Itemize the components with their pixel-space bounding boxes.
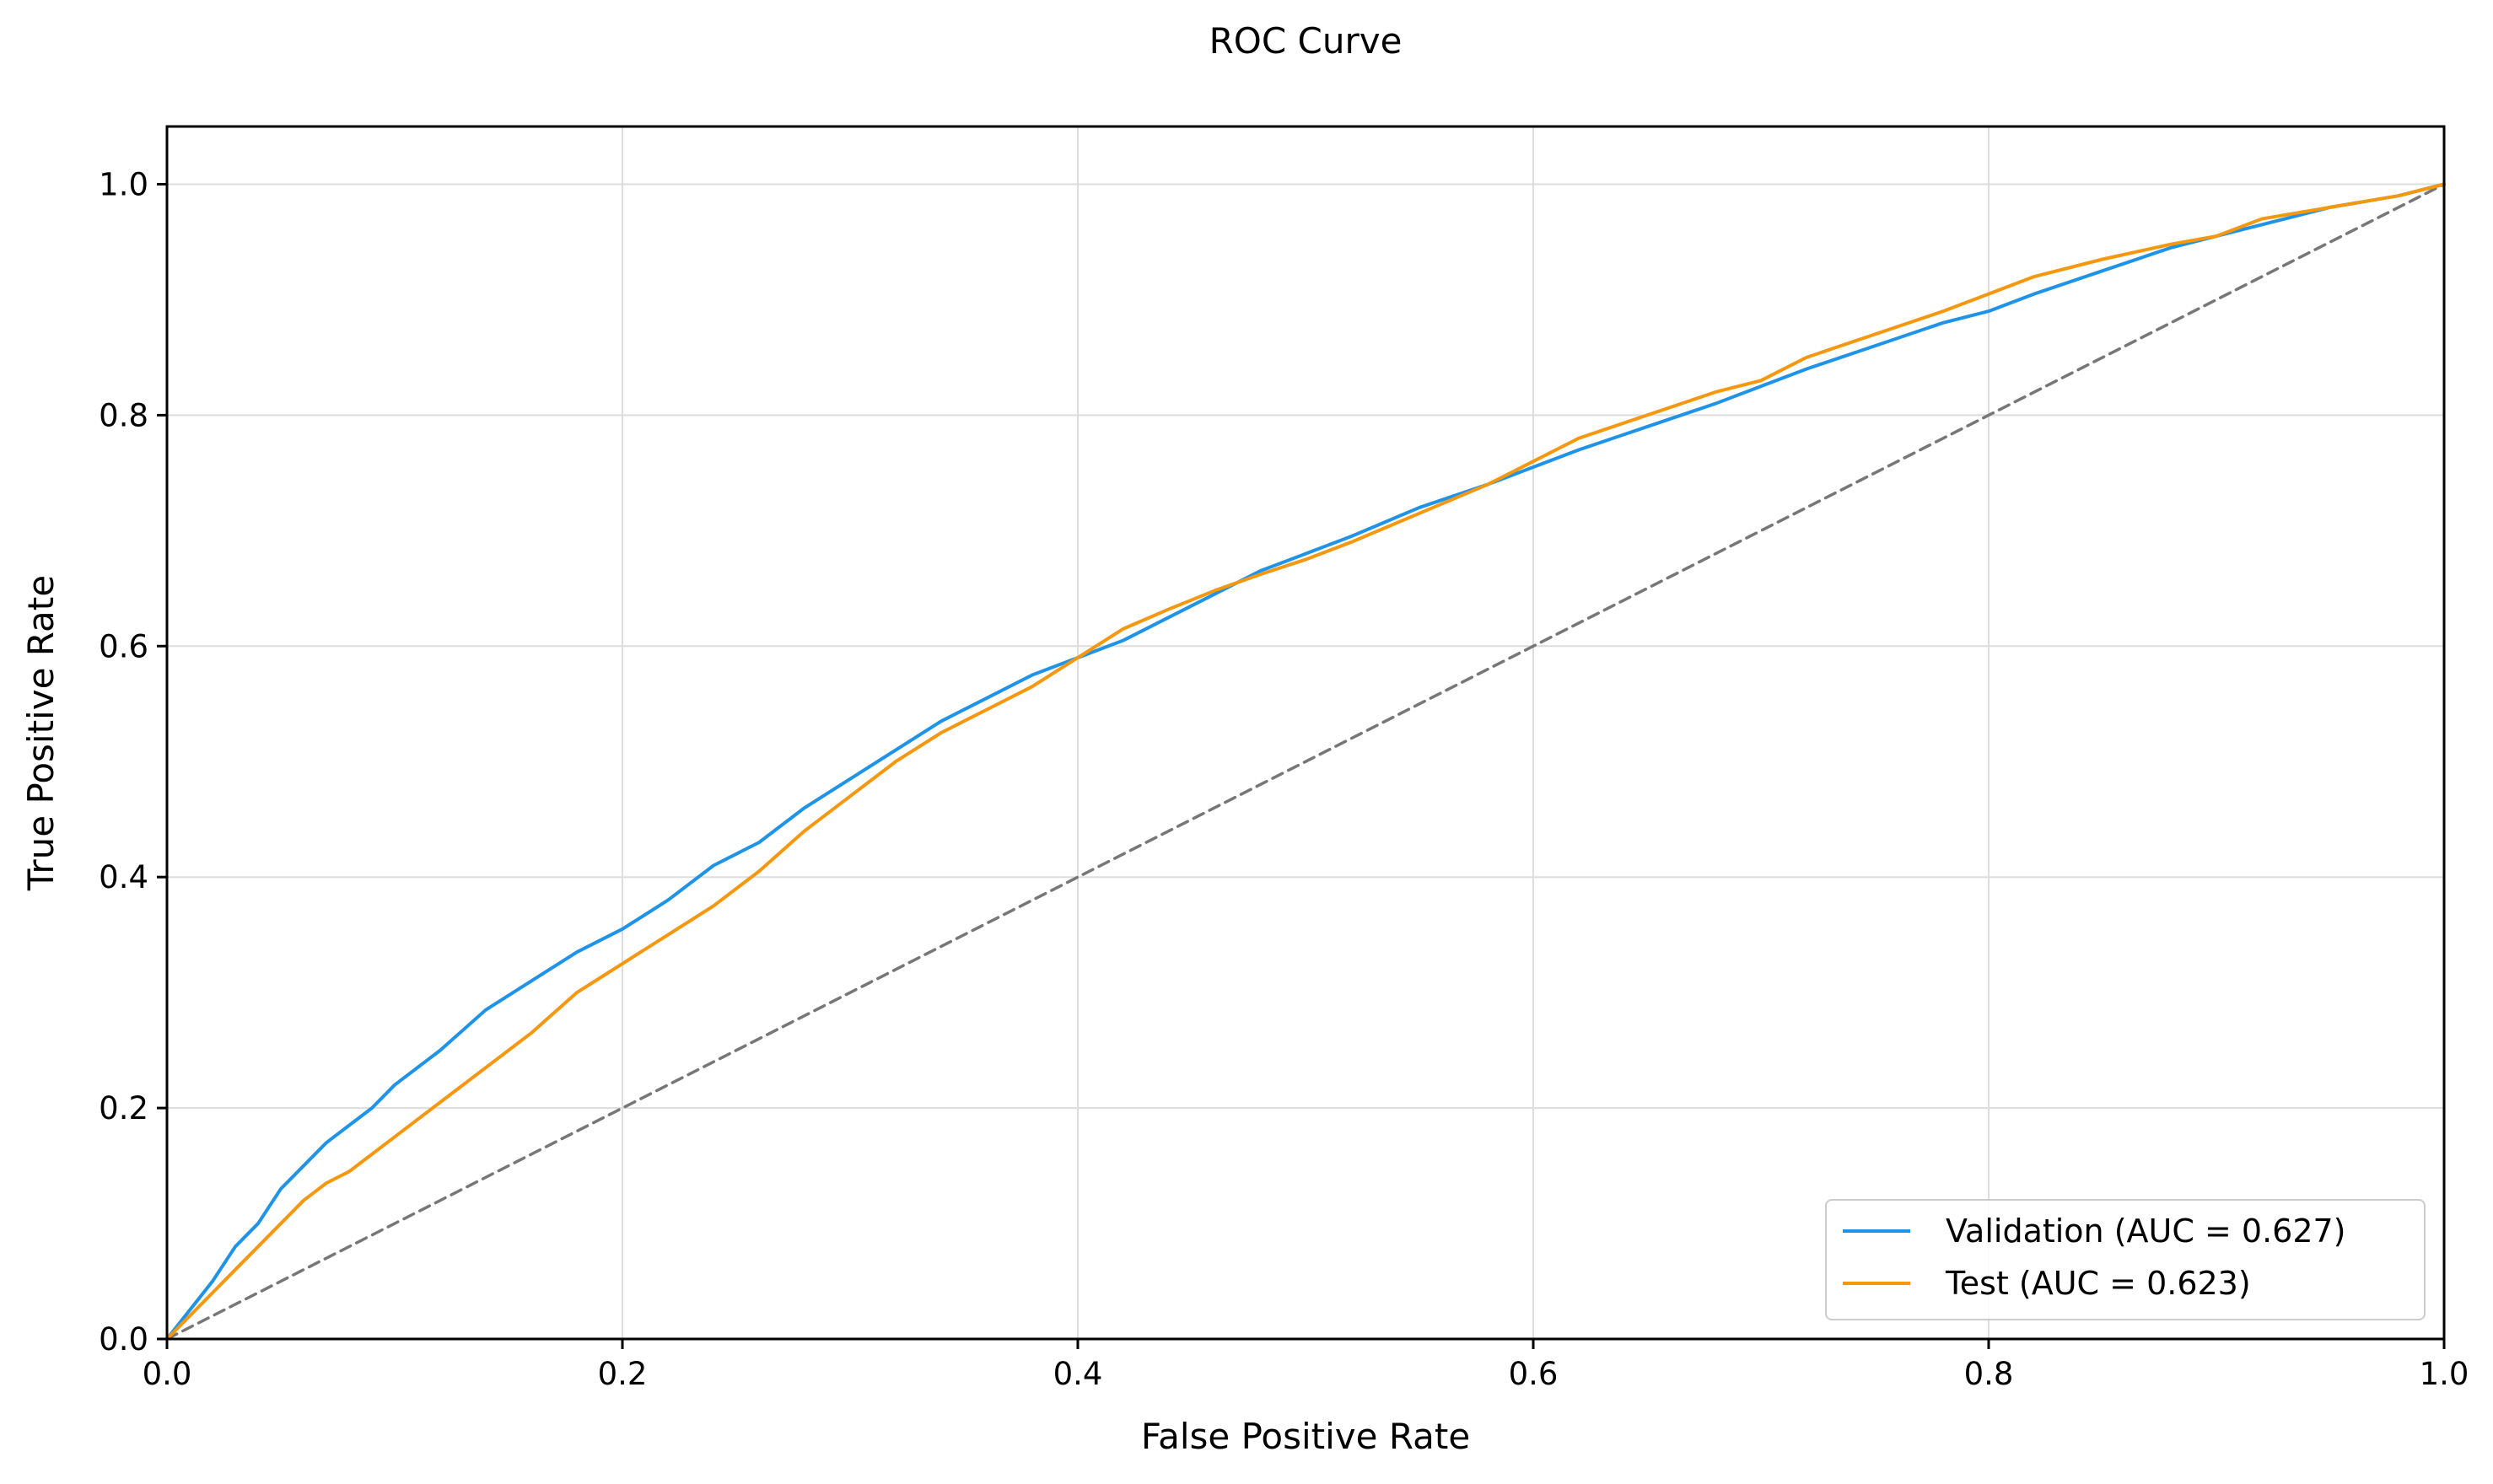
x-axis-label: False Positive Rate xyxy=(1141,1416,1470,1457)
x-tick-label-0: 0.0 xyxy=(143,1356,192,1392)
y-axis-label: True Positive Rate xyxy=(20,575,62,891)
legend-entry-test: Test (AUC = 0.623) xyxy=(1945,1265,2251,1302)
chart-title: ROC Curve xyxy=(1209,20,1403,62)
legend-box xyxy=(1825,1199,2426,1320)
plot-series xyxy=(165,182,2446,1341)
series-line-chance-diagonal xyxy=(165,182,2446,1341)
y-tick-label-2: 0.4 xyxy=(99,859,148,895)
x-tick-label-1: 0.2 xyxy=(598,1356,648,1392)
y-tick-label-1: 0.2 xyxy=(99,1090,148,1126)
y-tick-label-5: 1.0 xyxy=(99,166,148,202)
plot-frame xyxy=(165,125,2446,1341)
axis-ticks: 0.0 0.2 0.4 0.6 0.8 1.0 0.0 0.2 0.4 0.6 0.8 1.0 xyxy=(99,166,2469,1392)
x-tick-label-5: 1.0 xyxy=(2420,1356,2469,1392)
series-line-test xyxy=(165,182,2446,1341)
y-tick-label-4: 0.8 xyxy=(99,397,148,433)
legend-entry-validation: Validation (AUC = 0.627) xyxy=(1946,1212,2346,1250)
legend: Validation (AUC = 0.627) Test (AUC = 0.6… xyxy=(1825,1199,2426,1320)
y-tick-label-0: 0.0 xyxy=(99,1321,148,1358)
x-tick-label-2: 0.4 xyxy=(1053,1356,1103,1392)
x-tick-label-4: 0.8 xyxy=(1964,1356,2014,1392)
x-tick-label-3: 0.6 xyxy=(1509,1356,1559,1392)
y-tick-label-3: 0.6 xyxy=(99,628,148,664)
